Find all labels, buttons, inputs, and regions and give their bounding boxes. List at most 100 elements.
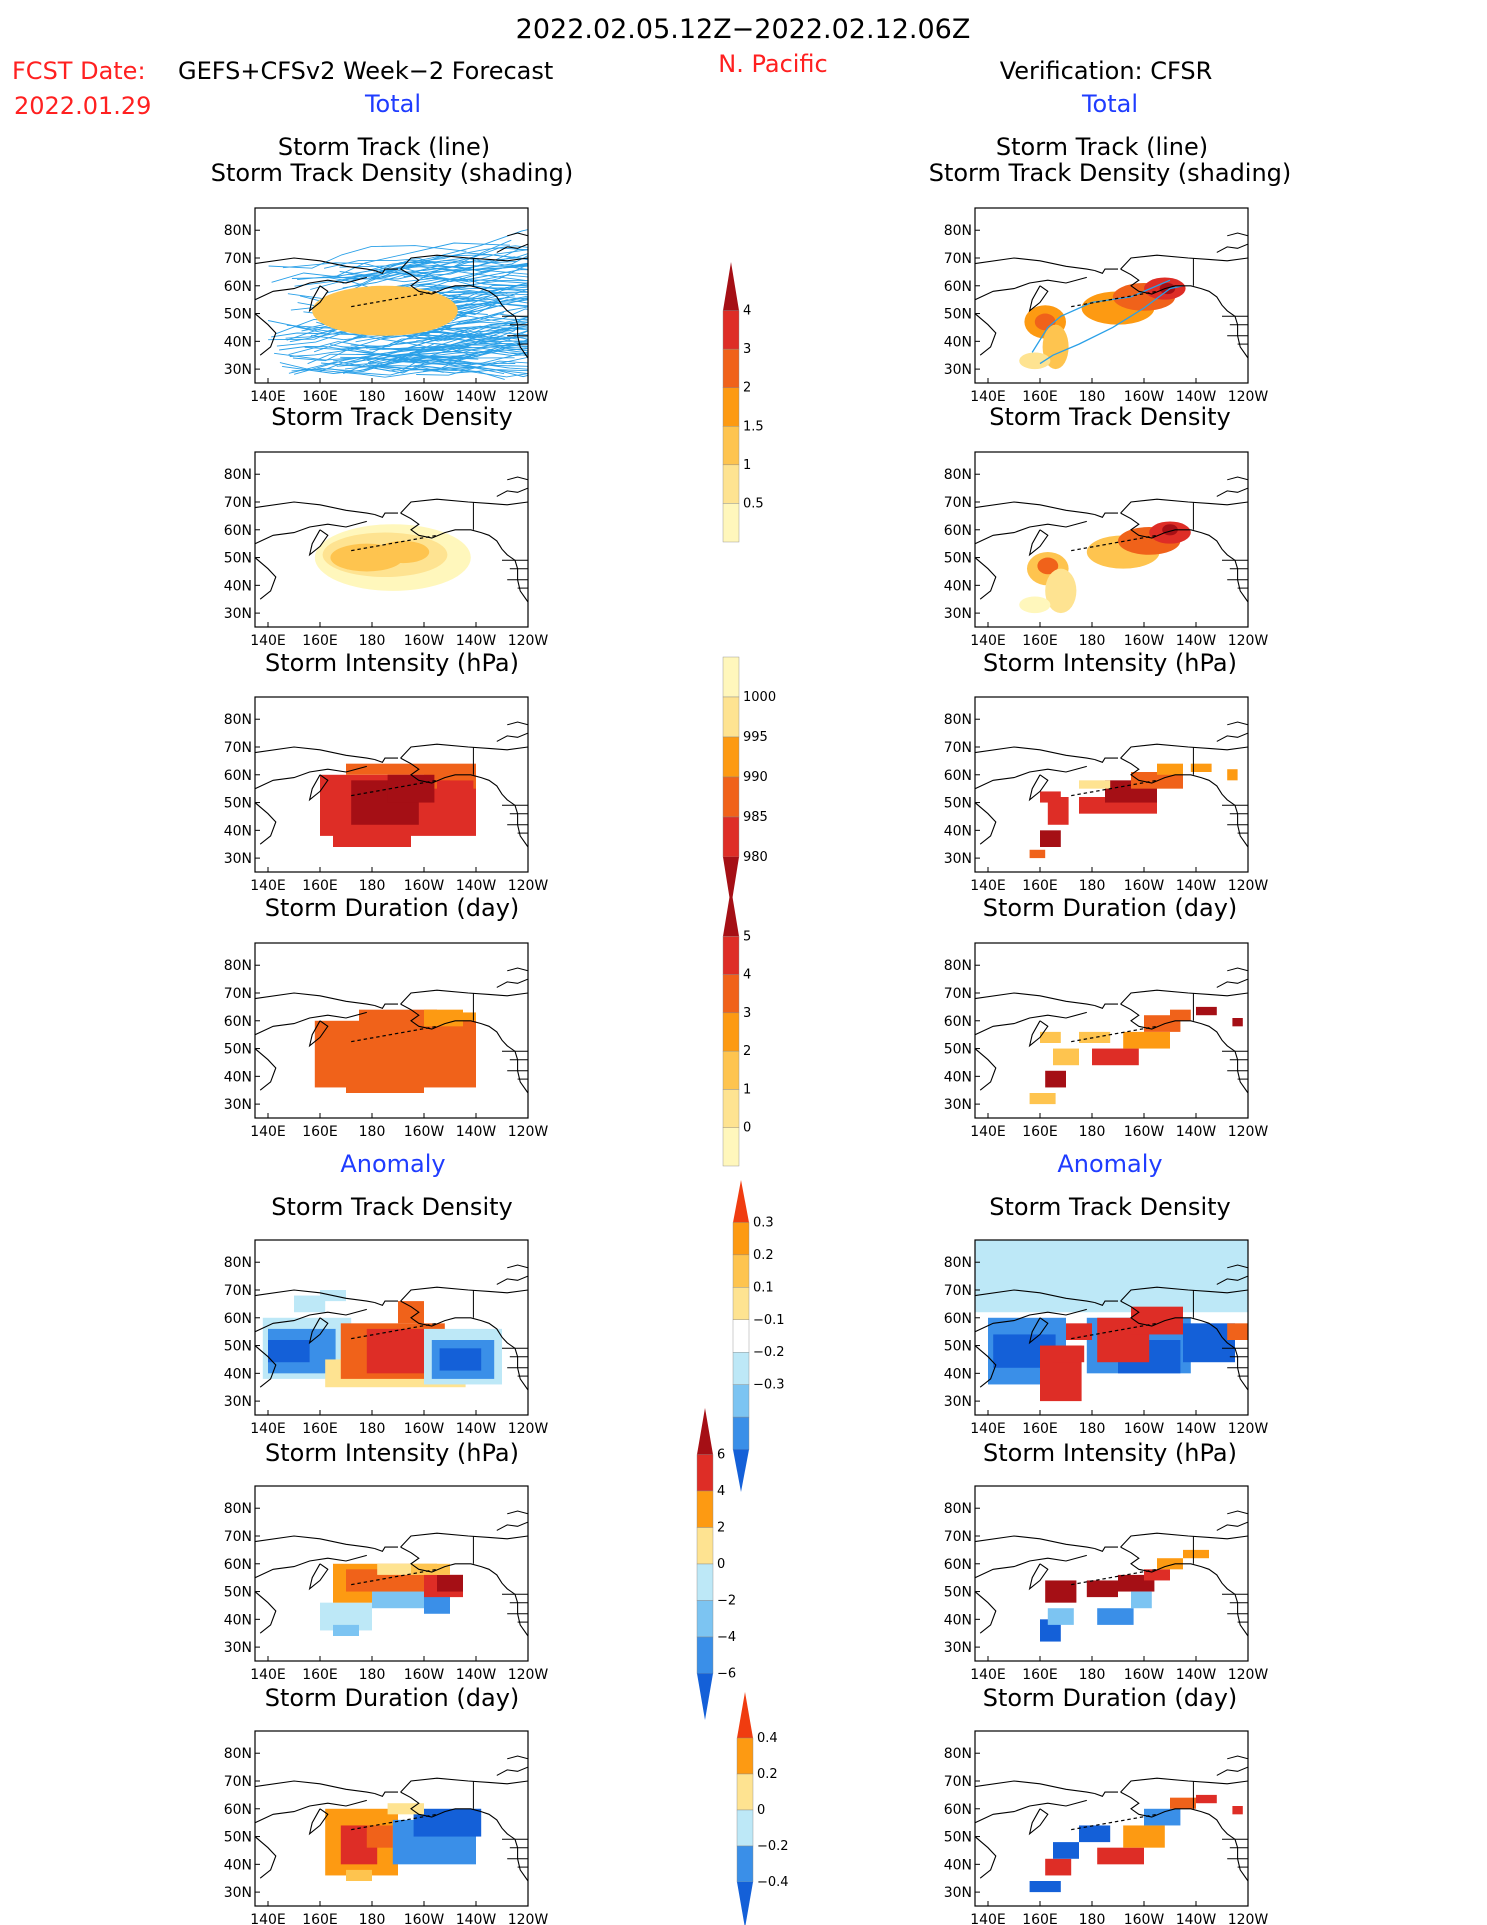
aleutian-island: [394, 297, 399, 300]
coastline: [400, 743, 528, 759]
coastline: [975, 1535, 1095, 1550]
aleutian-island: [407, 1818, 411, 1821]
aleutian-island: [376, 545, 380, 547]
lat-tick-label: 50N: [224, 1042, 252, 1058]
border: [1227, 579, 1248, 600]
verif-duration-anom-panel-frame: [974, 1730, 1249, 1907]
grid-cell: [346, 1869, 372, 1881]
aleutian-island: [1089, 1334, 1094, 1336]
aleutian-island: [407, 1030, 411, 1033]
aleutian-island: [1139, 1325, 1144, 1327]
coastline: [374, 1791, 398, 1797]
verif-density-panel: 80N 70N 60N 50N 40N 30N 140E 160E 180 160W 140W 120…: [944, 451, 1268, 649]
colorbar-tick-label: 990: [743, 770, 768, 785]
panel-title-track-line-left: Storm Track (line): [278, 133, 490, 161]
aleutian-island: [1102, 1034, 1106, 1037]
lon-tick-label: 160W: [1124, 1912, 1165, 1925]
aleutian-island: [1114, 1032, 1119, 1035]
aleutian-island: [419, 1325, 424, 1327]
lon-tick-label: 160E: [302, 1667, 338, 1683]
aleutian-island: [1139, 293, 1144, 295]
coastline: [255, 1554, 367, 1579]
coastline: [1094, 757, 1118, 763]
track-line: [271, 332, 436, 350]
coastline: [1216, 1521, 1248, 1531]
lat-tick-label: 40N: [224, 578, 252, 594]
aleutian-island: [413, 1572, 418, 1575]
grid-cell: [1131, 1591, 1152, 1609]
lon-tick-label: 140W: [456, 1912, 497, 1925]
lon-tick-label: 180: [1079, 389, 1106, 405]
grid-cell: [333, 830, 411, 847]
aleutian-island: [376, 1036, 380, 1038]
lat-tick-label: 70N: [944, 1774, 972, 1790]
aleutian-island: [1089, 791, 1094, 793]
coastline: [255, 1308, 367, 1333]
aleutian-island: [1139, 1571, 1144, 1573]
track-line: [339, 263, 528, 279]
lon-tick-label: 160W: [1124, 1124, 1165, 1140]
coastline: [975, 1780, 1095, 1795]
grid-cell: [1157, 763, 1183, 775]
colorbar-segment: [722, 1089, 740, 1128]
lon-tick-label: 140E: [250, 1124, 286, 1140]
lat-tick-label: 70N: [224, 986, 252, 1002]
aleutian-island: [351, 1828, 355, 1831]
verif-density-panel-frame: [974, 451, 1249, 628]
aleutian-island: [376, 790, 380, 792]
colorbar-tick-label: 4: [743, 968, 751, 983]
track-line: [268, 245, 467, 269]
border: [507, 1613, 528, 1634]
colorbar-segment: [732, 1287, 750, 1320]
colorbar-segment: [732, 1416, 750, 1450]
lat-tick-label: 30N: [224, 1097, 252, 1113]
coastline: [255, 1345, 277, 1388]
track-line: [291, 366, 444, 376]
lon-tick-label: 160E: [302, 1421, 338, 1437]
aleutian-island: [1114, 1329, 1119, 1332]
lat-tick-label: 40N: [944, 334, 972, 350]
lat-tick-label: 60N: [224, 1557, 252, 1573]
lat-tick-label: 30N: [224, 1885, 252, 1901]
density-contour: [1019, 352, 1051, 370]
coastline: [1028, 285, 1049, 313]
colorbar-arrow: [733, 1449, 749, 1492]
grid-cell: [975, 1240, 1248, 1313]
lon-tick-label: 140W: [1176, 1421, 1217, 1437]
lon-tick-label: 140E: [970, 1912, 1006, 1925]
coastline: [255, 276, 367, 301]
colorbar-tick-label: 1: [743, 458, 751, 473]
coastline: [255, 746, 375, 761]
aleutian-island: [425, 536, 430, 538]
panel-title-intensity-anom-right: Storm Intensity (hPa): [983, 1439, 1237, 1467]
aleutian-island: [1133, 538, 1138, 541]
lat-tick-label: 30N: [944, 1097, 972, 1113]
grid-cell: [1123, 1031, 1170, 1049]
aleutian-island: [363, 303, 368, 305]
lat-tick-label: 80N: [224, 223, 252, 239]
coastline: [507, 1264, 528, 1269]
aleutian-island: [363, 1038, 368, 1040]
colorbar-tick-label: −0.3: [753, 1378, 785, 1393]
colorbar-arrow: [723, 262, 739, 311]
verif-density-anom-panel: 80N 70N 60N 50N 40N 30N 140E 160E 180 160W 140W 120…: [944, 1239, 1268, 1437]
aleutian-island: [413, 294, 418, 297]
density-contour: [1045, 568, 1077, 614]
coastline: [255, 557, 277, 600]
lat-tick-label: 80N: [944, 1501, 972, 1517]
fcst-intensity-anom-panel-frame: [254, 1485, 529, 1662]
lat-tick-label: 50N: [944, 551, 972, 567]
lat-tick-label: 60N: [944, 279, 972, 295]
panel-title-track-line-right: Storm Track (line): [996, 133, 1208, 161]
coastline: [255, 765, 367, 790]
coastline: [1094, 1003, 1118, 1009]
coastline: [975, 276, 1087, 301]
aleutian-island: [394, 1820, 399, 1823]
density-contour: [1019, 596, 1051, 614]
coastline: [255, 1799, 367, 1824]
grid-cell: [1040, 830, 1061, 847]
panel-title-intensity-left: Storm Intensity (hPa): [265, 649, 519, 677]
fcst-date-value: 2022.01.29: [14, 92, 151, 120]
lon-tick-label: 140E: [250, 878, 286, 894]
aleutian-island: [1077, 1582, 1081, 1585]
